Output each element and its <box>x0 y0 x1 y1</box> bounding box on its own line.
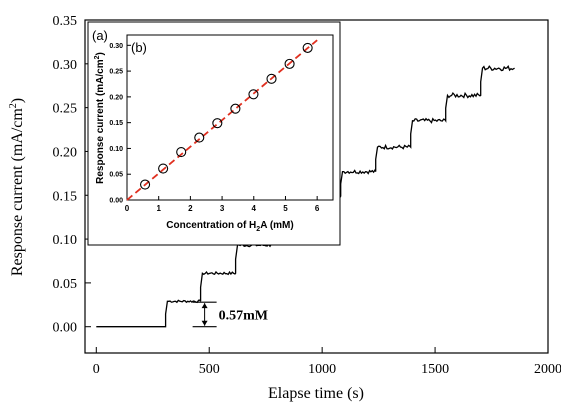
inset-y-tick-label: 0.30 <box>109 43 123 50</box>
inset-data-point <box>212 118 223 129</box>
inset-x-tick-label: 1 <box>156 204 161 213</box>
inset-data-point <box>176 146 187 158</box>
panel-label-b: (b) <box>131 40 147 55</box>
inset-y-ticks: 0.00 0.05 0.10 0.15 0.20 0.25 0.30 <box>109 43 131 205</box>
inset-x-tick-label: 6 <box>315 204 320 213</box>
inset-y-tick-label: 0.15 <box>109 120 123 127</box>
main-x-tick-label: 2000 <box>534 362 561 377</box>
inset-data-point <box>140 179 151 190</box>
inset-data-point <box>194 132 205 143</box>
inset-y-tick-label: 0.10 <box>109 146 123 153</box>
main-y-tick-label: 0.15 <box>53 189 78 204</box>
main-y-tick-label: 0.20 <box>53 145 78 160</box>
inset-points <box>140 42 313 190</box>
inset-data-point <box>230 103 241 114</box>
main-x-tick-label: 0 <box>93 362 100 377</box>
inset-x-tick-label: 3 <box>220 204 225 213</box>
annotation-label: 0.57mM <box>219 308 268 323</box>
main-plot: 0.000.050.100.150.200.250.300.35 0 500 100… <box>8 14 561 402</box>
inset-y-tick-label: 0.00 <box>109 198 123 205</box>
main-y-tick-label: 0.30 <box>53 58 78 73</box>
inset-y-tick-label: 0.05 <box>109 172 123 179</box>
inset-y-tick-label: 0.25 <box>109 69 123 76</box>
main-y-tick-label: 0.10 <box>53 233 78 248</box>
inset-x-tick-label: 4 <box>252 204 257 213</box>
inset-x-ticks: 0 1 2 3 4 5 6 <box>125 196 320 213</box>
main-y-tick-label: 0.00 <box>53 321 78 336</box>
inset-data-point <box>302 42 313 53</box>
inset-plot: (a) (b) 0.00 0.05 0.10 0.15 0.20 0.25 0.30 0 1 2… <box>87 21 341 246</box>
inset-background <box>87 21 341 246</box>
main-y-tick-label: 0.35 <box>53 14 78 29</box>
main-y-axis-label: Response current (mA/cm2) <box>8 98 26 276</box>
main-plot-frame <box>84 19 549 354</box>
inset-data-point <box>266 73 277 84</box>
annotation-arrow-down <box>201 320 208 326</box>
inset-data-point <box>284 58 295 69</box>
inset-plot-frame <box>126 34 334 201</box>
inset-x-tick-label: 0 <box>125 204 130 213</box>
main-y-tick-label: 0.05 <box>53 277 78 292</box>
panel-label-a: (a) <box>92 28 108 43</box>
main-x-axis-label: Elapse time (s) <box>268 385 364 402</box>
annotation-arrow-up <box>201 303 208 309</box>
main-x-tick-label: 1500 <box>421 362 449 377</box>
inset-x-tick-label: 5 <box>283 204 288 213</box>
inset-data-point <box>248 89 259 100</box>
inset-x-tick-label: 2 <box>188 204 193 213</box>
step-annotation: 0.57mM <box>192 301 268 328</box>
inset-y-tick-label: 0.20 <box>109 94 123 101</box>
inset-y-axis-label: Response current (mA/cm2) <box>94 52 106 184</box>
inset-fit-line <box>126 39 318 201</box>
main-y-tick-label: 0.25 <box>53 102 78 117</box>
main-x-tick-label: 1000 <box>308 362 336 377</box>
inset-x-axis-label: Concentration of H2A (mM) <box>166 220 293 233</box>
main-x-ticks: 0 500 1000 1500 2000 <box>93 347 561 377</box>
main-x-tick-label: 500 <box>199 362 220 377</box>
inset-data-point <box>158 163 169 174</box>
